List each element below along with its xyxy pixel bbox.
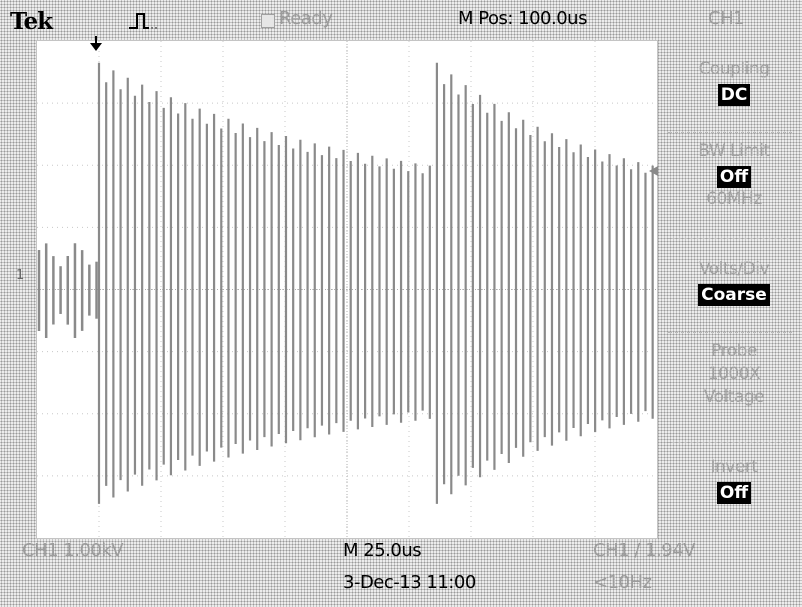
timebase-readout: M 25.0us [343,540,421,561]
ch1-scale-readout: CH1 1.00kV [22,540,123,561]
acquisition-status: Ready [279,8,332,29]
coupling-menu-button[interactable]: Coupling DC [668,58,800,106]
volts-div-label: Volts/Div [668,258,800,281]
channel-menu-title: CH1 [708,8,744,29]
trigger-frequency-readout: <10Hz [593,572,651,593]
date-time-readout: 3-Dec-13 11:00 [343,572,476,593]
trigger-readout: CH1 ∕ 1.94V [593,540,695,561]
rising-edge-trigger-icon [127,10,161,32]
bw-limit-value: Off [717,166,751,188]
invert-value: Off [717,482,751,504]
waveform-plot [37,41,657,538]
probe-type: Voltage [668,386,800,409]
brand-logo: Tek [10,8,52,35]
bw-limit-label: BW Limit [668,140,800,163]
bw-limit-frequency: 60MHz [668,188,800,211]
menu-separator [668,132,792,133]
trigger-level-arrow-icon [647,165,659,177]
trigger-position-arrow-icon [89,36,103,52]
probe-menu-button[interactable]: Probe 1000X Voltage [668,340,800,409]
menu-separator [668,238,792,239]
volts-div-value: Coarse [698,284,770,306]
horizontal-position-readout: M Pos: 100.0us [458,8,587,29]
bw-limit-menu-button[interactable]: BW Limit Off 60MHz [668,140,800,211]
acquisition-status-icon [261,14,275,28]
probe-label: Probe [668,340,800,363]
coupling-value: DC [718,84,751,106]
menu-separator [668,442,792,443]
waveform-area [36,40,658,539]
invert-menu-button[interactable]: Invert Off [668,456,800,504]
ground-reference-marker: 1 [16,268,24,283]
invert-label: Invert [668,456,800,479]
coupling-label: Coupling [668,58,800,81]
menu-separator [668,332,792,333]
probe-attenuation: 1000X [668,363,800,386]
volts-div-menu-button[interactable]: Volts/Div Coarse [668,258,800,306]
